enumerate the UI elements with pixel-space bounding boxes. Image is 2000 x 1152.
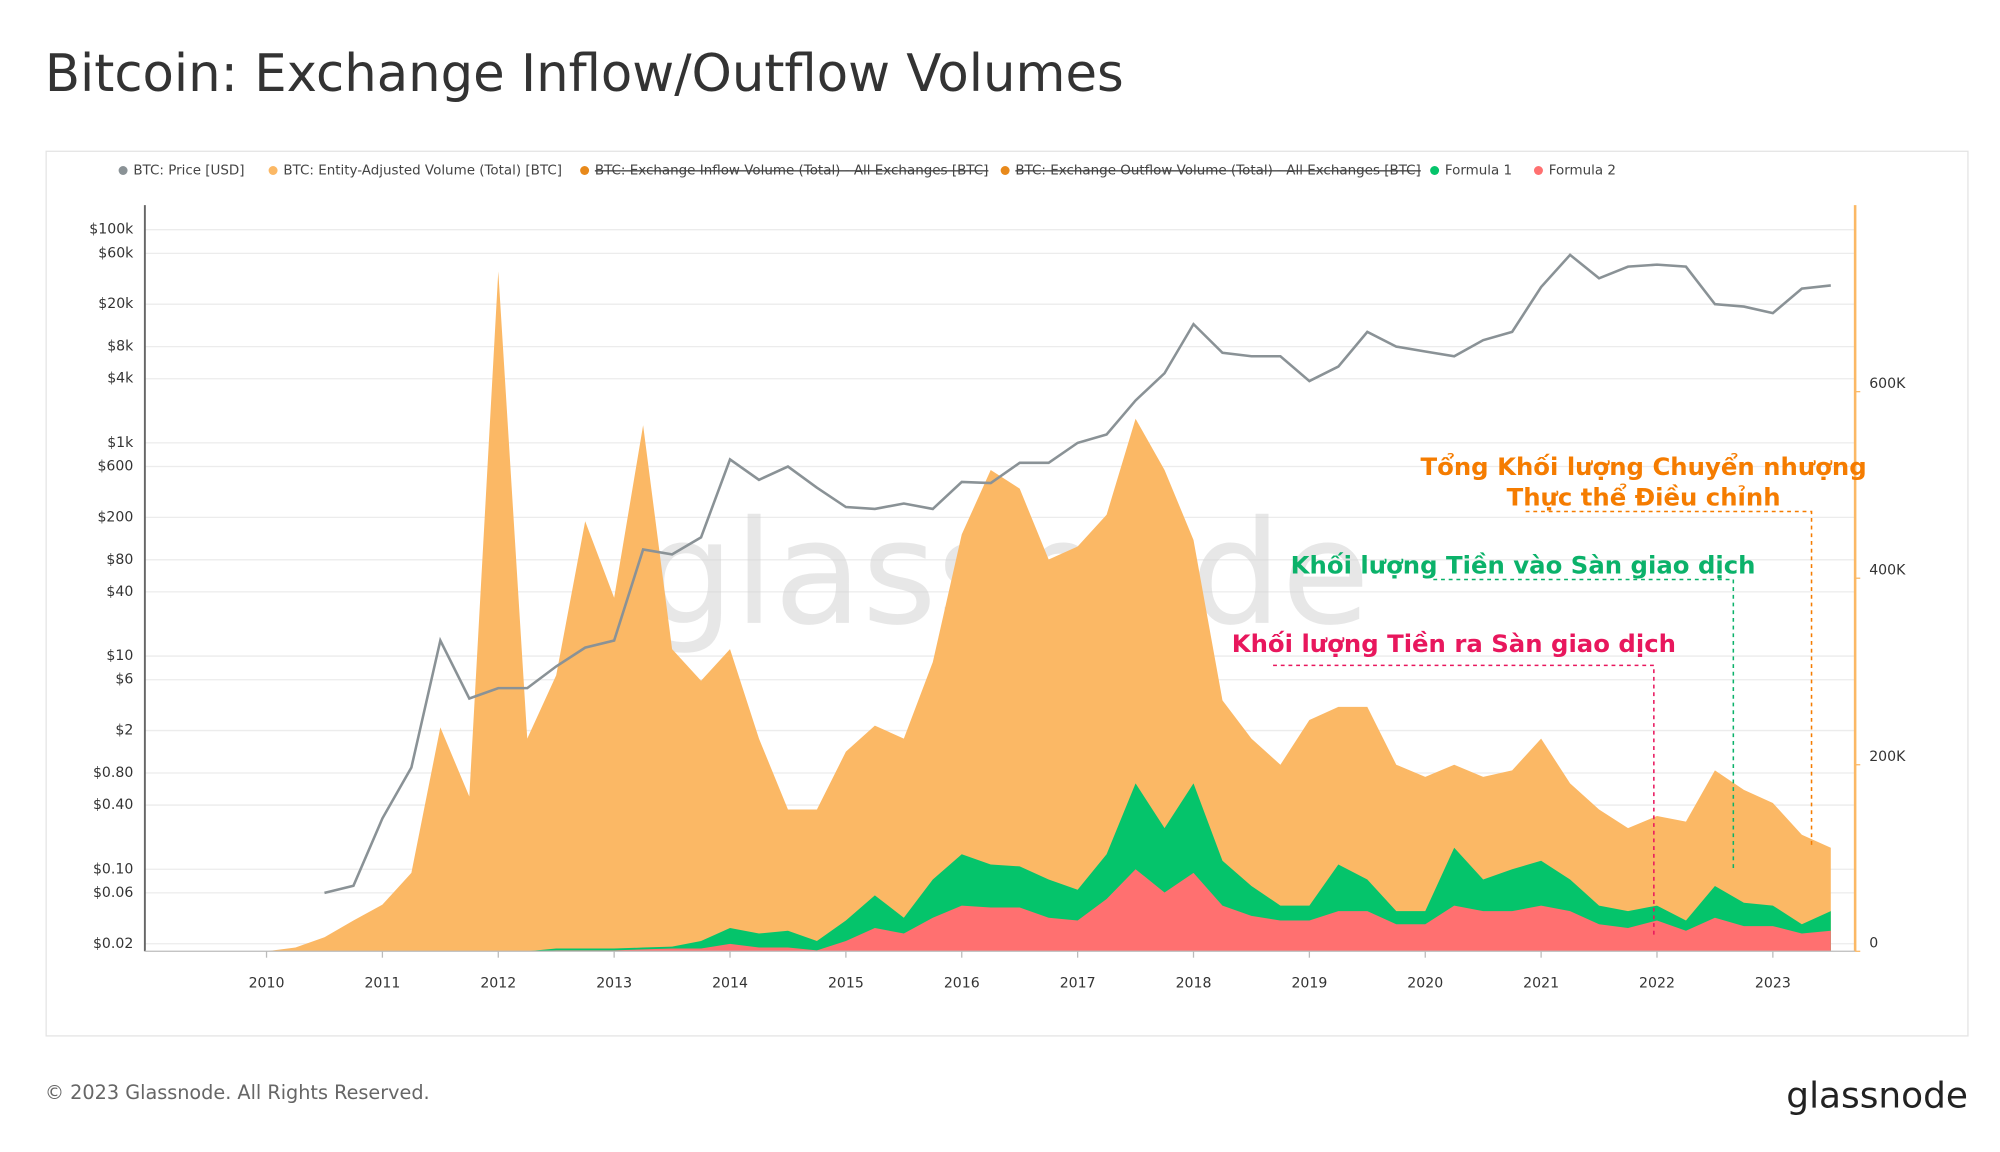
y-tick-label: $0.40 <box>93 797 133 813</box>
x-tick-label: 2022 <box>1639 975 1675 991</box>
x-tick-label: 2015 <box>828 975 864 991</box>
y-tick-label: $100k <box>89 222 134 238</box>
annotation: Khối lượng Tiền vào Sàn giao dịch <box>1291 551 1756 580</box>
y2-tick-label: 600K <box>1869 376 1906 392</box>
leader-line <box>1525 510 1813 847</box>
area <box>266 271 1831 952</box>
y-tick-label: $4k <box>107 371 134 387</box>
legend-label: Formula 1 <box>1445 164 1512 179</box>
x-tick-label: 2018 <box>1176 975 1212 991</box>
legend-dot <box>1000 166 1010 175</box>
x-tick-label: 2017 <box>1060 975 1096 991</box>
x-tick-label: 2013 <box>596 975 632 991</box>
leaders <box>1273 510 1813 936</box>
x-tick-label: 2011 <box>364 975 400 991</box>
annotation: Tổng Khối lượng Chuyển nhượng <box>1421 451 1867 481</box>
legend-dot <box>268 166 278 175</box>
chart-title: Bitcoin: Exchange Inflow/Outflow Volumes <box>45 44 1124 104</box>
y-tick-label: $20k <box>98 296 134 312</box>
areas <box>266 271 1831 952</box>
x-tick-label: 2010 <box>249 975 285 991</box>
y-tick-label: $1k <box>107 435 134 451</box>
x-tick-label: 2020 <box>1407 975 1443 991</box>
y-tick-label: $200 <box>97 509 133 525</box>
legend-dot <box>580 166 590 175</box>
legend-label: BTC: Exchange Outflow Volume (Total) - A… <box>1015 164 1420 179</box>
x-tick-label: 2019 <box>1291 975 1327 991</box>
y2-tick-label: 400K <box>1869 563 1906 579</box>
legend-dot <box>1533 166 1543 175</box>
area <box>266 783 1831 952</box>
logo: glassnode <box>1786 1075 1968 1116</box>
x-tick-label: 2014 <box>712 975 748 991</box>
x-tick-label: 2023 <box>1755 975 1791 991</box>
annotation: Khối lượng Tiền ra Sàn giao dịch <box>1232 629 1676 658</box>
legend-dot <box>1430 166 1440 175</box>
legend-label: Formula 2 <box>1549 164 1616 179</box>
footer: © 2023 Glassnode. All Rights Reserved. <box>45 1081 430 1104</box>
x-tick-label: 2016 <box>944 975 980 991</box>
y-tick-label: $6 <box>115 672 133 688</box>
lines <box>324 253 1831 895</box>
y-tick-label: $600 <box>97 459 133 475</box>
chart-frame <box>45 150 1969 1037</box>
y-tick-label: $10 <box>106 648 133 664</box>
y-tick-label: $40 <box>106 584 133 600</box>
legend-label: BTC: Price [USD] <box>133 164 244 179</box>
y-tick-label: $0.80 <box>93 765 133 781</box>
x-tick-label: 2012 <box>480 975 516 991</box>
leader-line <box>1273 664 1655 936</box>
legend-dot <box>118 166 128 175</box>
y-tick-label: $2 <box>115 723 133 739</box>
area <box>266 869 1831 952</box>
annotation: Thực thể Điều chỉnh <box>1507 482 1781 512</box>
leader-line <box>1433 578 1735 872</box>
y-tick-label: $0.10 <box>93 861 133 877</box>
y-tick-label: $8k <box>107 339 134 355</box>
y2-tick-label: 200K <box>1869 749 1906 765</box>
ticks: $100k $60k $20k $8k $4k $1k $600 $200 $80 $40 $10 $… <box>89 222 1906 992</box>
x-tick-label: 2021 <box>1523 975 1559 991</box>
legend-label: BTC: Exchange Inflow Volume (Total) - Al… <box>595 164 989 179</box>
legend: BTC: Price [USD] BTC: Entity-Adjusted Vol… <box>118 164 1616 179</box>
legend-label: BTC: Entity-Adjusted Volume (Total) [BTC… <box>283 164 562 179</box>
y-tick-label: $60k <box>98 245 134 261</box>
price-line <box>324 253 1831 895</box>
y-tick-label: $0.02 <box>93 936 133 952</box>
y-tick-label: $0.06 <box>93 885 133 901</box>
y-tick-label: $80 <box>106 552 133 568</box>
y2-tick-label: 0 <box>1869 936 1878 952</box>
